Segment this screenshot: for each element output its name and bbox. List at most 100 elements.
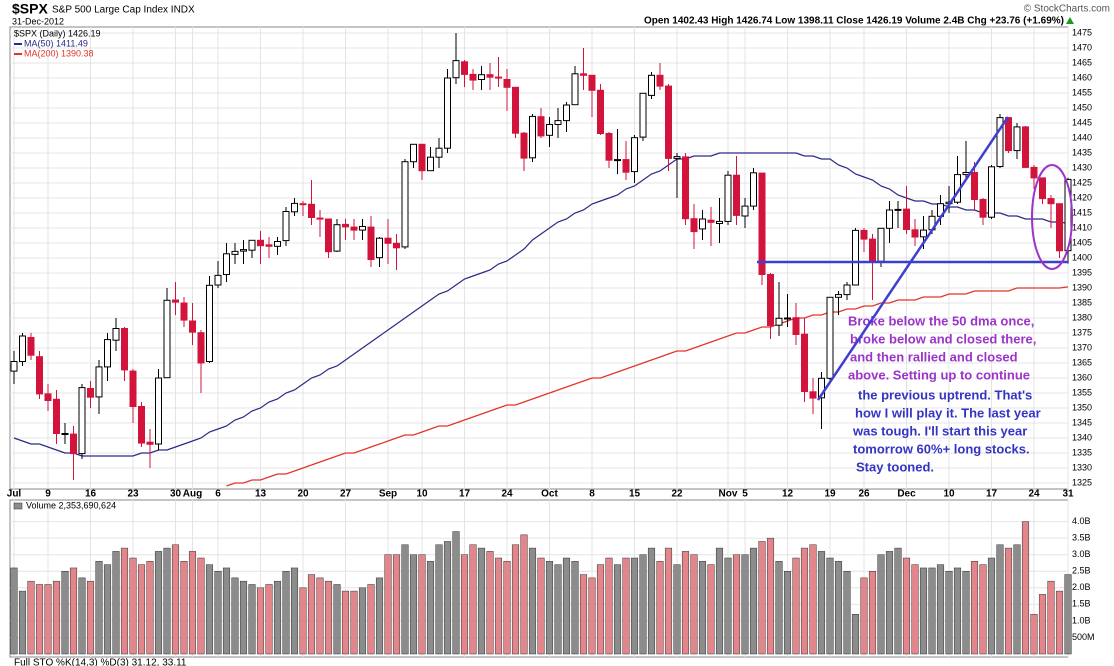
volume-bar [52, 580, 61, 655]
candle-body [529, 115, 536, 159]
volume-bar [197, 557, 205, 655]
volume-bar [392, 554, 401, 655]
y-tick-label: 2.5B [1072, 566, 1091, 576]
y-tick-label: 1435 [1072, 147, 1092, 157]
candle-body [155, 377, 162, 445]
y-tick-label: 1.5B [1072, 599, 1091, 609]
x-tick-label: 30 [170, 489, 182, 500]
candle-body [265, 244, 273, 247]
candle-body [920, 229, 927, 238]
candle-body [44, 393, 52, 401]
candle-body [988, 166, 995, 218]
volume-bar [205, 564, 214, 655]
candle-body [121, 328, 128, 371]
annotation: how I will play it. The last year [855, 405, 1041, 420]
candle-body [758, 172, 766, 276]
volume-bar [664, 547, 673, 655]
volume-bar [231, 577, 239, 655]
volume-bar [358, 587, 367, 655]
y-tick-label: 1330 [1072, 462, 1092, 472]
volume-bar [860, 577, 868, 655]
candle-body [775, 317, 783, 326]
volume-bar [902, 557, 911, 655]
candle-body [971, 172, 978, 200]
y-tick-label: 2.0B [1072, 582, 1091, 592]
candle-body [435, 147, 443, 158]
volume-bar [962, 571, 970, 655]
y-tick-label: 3.5B [1072, 533, 1091, 543]
volume-bar [945, 571, 953, 655]
volume-bar [809, 544, 817, 655]
candle-body [877, 227, 885, 262]
volume-bar [469, 544, 477, 655]
volume-bar [613, 564, 622, 655]
candle-body [78, 387, 86, 455]
legend-label: MA(50) 1411.49 [24, 38, 88, 48]
candle-body [291, 202, 298, 213]
volume-bar [18, 590, 27, 655]
volume-bar [698, 561, 707, 655]
y-tick-label: 1420 [1072, 192, 1092, 202]
volume-bar [146, 561, 154, 655]
y-tick-label: 1475 [1072, 27, 1092, 37]
candle-body [512, 86, 519, 134]
volume-title: Volume 2,353,690,624 [26, 500, 116, 510]
y-tick-label: 1390 [1072, 282, 1092, 292]
volume-bar [477, 547, 486, 655]
volume-bar [367, 584, 375, 655]
y-tick-label: 1365 [1072, 357, 1092, 367]
volume-bar [639, 554, 647, 655]
volume-bar [783, 571, 792, 655]
candle-body [707, 219, 715, 223]
candle-body [1056, 203, 1063, 252]
volume-bar [341, 590, 350, 655]
x-tick-label: 9 [45, 489, 51, 500]
volume-bar [622, 557, 630, 655]
candle-body [87, 388, 94, 398]
candle-body [274, 241, 281, 247]
candle-body [1047, 198, 1055, 205]
candle-body [376, 237, 383, 259]
candle-body [614, 159, 621, 162]
candle-body [852, 229, 859, 286]
candle-body [333, 224, 341, 252]
volume-bar [919, 567, 928, 655]
annotation: Stay tooned. [856, 459, 934, 474]
volume-bar [375, 577, 384, 655]
candle-body [809, 391, 817, 399]
annotation: tomorrow 60%+ long stocks. [853, 441, 1030, 456]
x-tick-label: 16 [85, 489, 97, 500]
candle-body [639, 92, 647, 138]
x-tick-label: 27 [340, 489, 352, 500]
y-tick-label: 1325 [1072, 477, 1092, 487]
candle-body [622, 159, 630, 173]
candle-body [886, 209, 893, 229]
x-tick-label: 22 [671, 489, 683, 500]
x-tick-label: 5 [742, 489, 748, 500]
y-tick-label: 1395 [1072, 267, 1092, 277]
candle-body [784, 317, 791, 320]
candle-body [520, 132, 528, 159]
volume-bar [86, 580, 95, 655]
volume-bar [851, 614, 860, 655]
x-tick-label: 10 [943, 489, 955, 500]
candle-body [716, 220, 723, 224]
volume-bar [520, 534, 528, 655]
candle-body [1022, 126, 1029, 168]
volume-bar [987, 557, 996, 655]
x-tick-label: 17 [986, 489, 998, 500]
candle-body [724, 174, 732, 222]
candle-body [486, 74, 494, 78]
y-tick-label: 1385 [1072, 297, 1092, 307]
candle-body [605, 133, 613, 161]
candle-body [826, 296, 834, 379]
footer: Full STO %K(14,3) %D(3) 31.12, 33.11 [14, 658, 187, 666]
symbol: $SPX [12, 1, 48, 17]
ma-line [226, 286, 1069, 487]
candle-body [359, 226, 366, 231]
candle-body [911, 229, 919, 238]
volume-bar [486, 551, 494, 655]
volume-bar [843, 571, 851, 655]
candle-body [95, 366, 103, 398]
